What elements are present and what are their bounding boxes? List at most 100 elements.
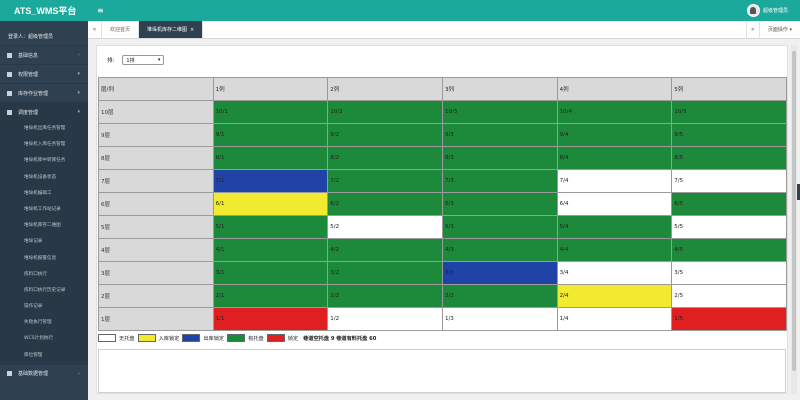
storage-cell[interactable]: 6/2 [327, 192, 443, 216]
storage-cell[interactable]: 1/5 [671, 307, 787, 331]
storage-cell[interactable]: 4/1 [212, 238, 329, 262]
storage-cell[interactable]: 1/3 [441, 307, 558, 331]
storage-cell[interactable]: 1/1 [212, 307, 329, 331]
storage-cell[interactable]: 7/2 [327, 169, 443, 193]
storage-cell[interactable]: 1/4 [556, 307, 673, 331]
tab-scroll-left-icon[interactable]: « [88, 21, 102, 38]
storage-cell[interactable]: 3/3 [441, 261, 558, 285]
storage-cell[interactable]: 2/1 [212, 284, 329, 308]
sidebar-subitem[interactable]: 堆垛机入库任务管理 [24, 142, 66, 148]
chevron-right-icon: › [78, 52, 80, 58]
storage-cell[interactable]: 4/5 [671, 238, 787, 262]
storage-cell[interactable]: 7/3 [441, 169, 558, 193]
storage-cell[interactable]: 6/4 [556, 192, 673, 216]
storage-cell[interactable]: 8/4 [556, 146, 673, 170]
grid-row: 4层 4/1 4/2 4/3 4/4 4/5 [98, 238, 787, 262]
storage-cell[interactable]: 1/2 [327, 307, 443, 331]
sidebar-subitem[interactable]: 拣料口执行 [24, 271, 47, 277]
storage-cell[interactable]: 10/1 [212, 100, 329, 124]
storage-cell[interactable]: 6/5 [671, 192, 787, 216]
sidebar-subitem[interactable]: 堆垛机报警信息 [24, 255, 57, 261]
sidebar-subitem[interactable]: 堆垛机设备状态 [24, 174, 57, 180]
grid-row: 2层 2/1 2/2 2/3 2/4 2/5 [98, 284, 787, 308]
row-filter-label: 排: [107, 58, 115, 64]
nav-group-label: 基础数据管理 [18, 371, 49, 378]
storage-cell[interactable]: 4/2 [327, 238, 443, 262]
login-user: 登录人：超级管理员 [8, 34, 54, 40]
storage-cell[interactable]: 8/2 [327, 146, 443, 170]
storage-cell[interactable]: 9/4 [556, 123, 673, 147]
storage-cell[interactable]: 5/3 [441, 215, 558, 239]
sidebar-subitem[interactable]: 堆垛记录 [24, 239, 43, 245]
menu-toggle-icon[interactable]: ≡ [97, 6, 104, 15]
log-area [98, 349, 786, 393]
storage-cell[interactable]: 5/1 [212, 215, 329, 239]
storage-cell[interactable]: 10/4 [556, 100, 673, 124]
nav-group-item[interactable]: 基础信息 › [0, 45, 88, 64]
storage-cell[interactable]: 7/5 [671, 169, 787, 193]
storage-cell[interactable]: 9/5 [671, 123, 787, 147]
storage-cell[interactable]: 10/3 [441, 100, 558, 124]
sidebar-subitem[interactable]: 堆垛机出库任务管理 [24, 126, 66, 131]
legend-swatch [137, 334, 156, 342]
sidebar-subitem[interactable]: 堆垛机库中转库任务 [24, 158, 66, 164]
storage-cell[interactable]: 8/1 [212, 146, 329, 170]
scroll-thumb[interactable] [792, 51, 796, 371]
side-panel-toggle[interactable] [797, 184, 800, 200]
storage-cell[interactable]: 5/2 [327, 215, 443, 239]
storage-cell[interactable]: 4/4 [556, 238, 673, 262]
row-header: 2层 [98, 284, 214, 308]
brand-title: ATS_WMS平台 [14, 6, 77, 16]
close-icon[interactable]: × [190, 26, 195, 33]
sidebar-subitem[interactable]: 操作记录 [24, 304, 43, 310]
tab-stacker-2d-map[interactable]: 堆垛机库存二维图 × [139, 21, 204, 38]
grid-row: 9层 9/1 9/2 9/3 9/4 9/5 [98, 123, 787, 147]
storage-cell[interactable]: 5/5 [671, 215, 787, 239]
row-header: 4层 [98, 238, 214, 262]
user-avatar-icon[interactable] [746, 4, 760, 17]
column-header: 2列 [327, 77, 443, 101]
sidebar-subitem[interactable]: WCS计划执行 [24, 336, 54, 342]
nav-group-item[interactable]: 库存作业管理 ▾ [0, 83, 88, 102]
sidebar-subitem[interactable]: 堆垛机工作站记录 [24, 206, 61, 212]
user-name[interactable]: 超级管理员 [762, 8, 788, 14]
storage-cell[interactable]: 8/5 [671, 146, 787, 170]
storage-cell[interactable]: 2/4 [556, 284, 673, 308]
storage-cell[interactable]: 7/1 [212, 169, 329, 193]
storage-cell[interactable]: 3/4 [556, 261, 673, 285]
nav-group-label: 库存作业管理 [18, 90, 49, 97]
storage-cell[interactable]: 8/3 [441, 146, 558, 170]
storage-cell[interactable]: 3/2 [327, 261, 443, 285]
sidebar-subitem[interactable]: 失败执行管理 [24, 320, 52, 326]
tab-welcome[interactable]: 欢迎首页 [102, 21, 140, 38]
storage-cell[interactable]: 6/3 [441, 192, 558, 216]
sidebar-subitem[interactable]: 拣料口执行历史记录 [24, 287, 66, 293]
storage-cell[interactable]: 5/4 [556, 215, 673, 239]
row-header: 7层 [98, 169, 214, 193]
storage-cell[interactable]: 6/1 [212, 192, 329, 216]
storage-cell[interactable]: 9/3 [441, 123, 558, 147]
storage-cell[interactable]: 3/5 [671, 261, 787, 285]
storage-cell[interactable]: 10/5 [671, 100, 787, 124]
storage-cell[interactable]: 9/2 [327, 123, 443, 147]
storage-cell[interactable]: 4/3 [441, 238, 558, 262]
storage-cell[interactable]: 3/1 [212, 261, 329, 285]
nav-group-dispatch[interactable]: 调度管理 ▾ [0, 102, 88, 121]
grid-row: 5层 5/1 5/2 5/3 5/4 5/5 [98, 215, 787, 239]
row-select[interactable]: 1排 ▾ [122, 55, 165, 65]
nav-group-item[interactable]: 权限管理 ▾ [0, 64, 88, 83]
sidebar-subitem[interactable]: 堆垛机库存二维图 [24, 223, 61, 229]
row-header: 1层 [98, 307, 214, 331]
storage-cell[interactable]: 2/5 [671, 284, 787, 308]
storage-cell[interactable]: 9/1 [212, 123, 329, 147]
storage-cell[interactable]: 10/2 [327, 100, 443, 124]
storage-cell[interactable]: 2/2 [327, 284, 443, 308]
storage-cell[interactable]: 2/3 [441, 284, 558, 308]
storage-cell[interactable]: 7/4 [556, 169, 673, 193]
sidebar-subitem[interactable]: 堆垛机编辑工 [24, 190, 52, 196]
content-scrollbar[interactable] [791, 45, 797, 394]
page-operations-button[interactable]: 页面操作 ▾ [767, 27, 792, 33]
sidebar-subitem[interactable]: 库位管理 [24, 352, 43, 358]
nav-group-base-data[interactable]: 基础数据管理 › [0, 363, 88, 383]
tab-scroll-right-icon[interactable]: » [745, 21, 760, 38]
